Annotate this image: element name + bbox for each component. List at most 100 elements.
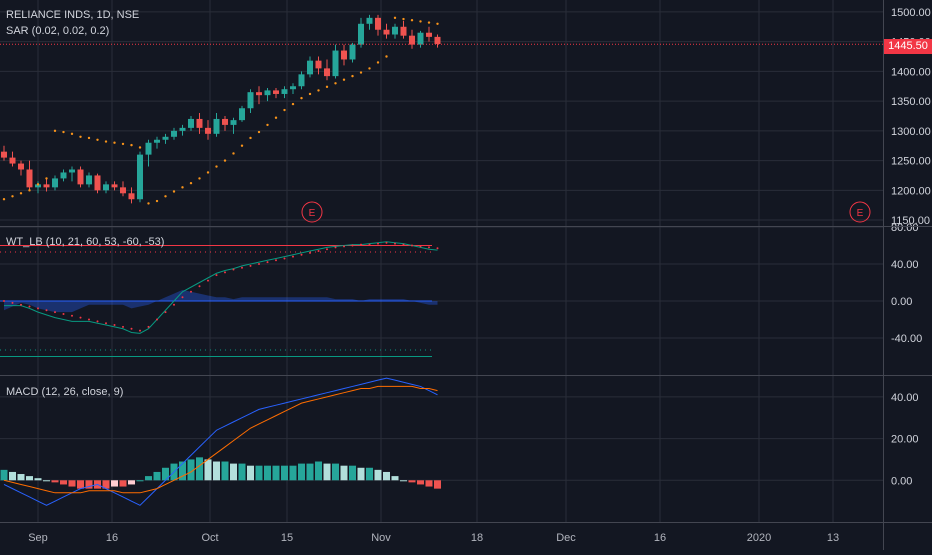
wt2-dot [164,311,167,314]
candle-body [205,127,211,134]
sar-dot [155,199,159,203]
sar-dot [215,165,218,168]
candle-body [137,154,143,200]
candle-body [154,139,160,143]
candle-body [298,74,305,87]
sar-dot [410,19,414,22]
sar-dot [427,21,431,24]
sar-dot [206,171,210,174]
macd-hist-bar [408,480,416,483]
macd-hist-bar [111,480,118,487]
time-tick-label: 13 [827,532,839,544]
wt2-dot [368,243,371,246]
candle-body [171,130,177,137]
macd-hist-bar [43,480,50,482]
wt2-dot [402,243,405,246]
price-tick-label: 1350.00 [891,96,931,108]
candle-body [264,90,271,96]
macd-hist-bar [230,463,237,481]
wt2-dot [232,268,235,271]
wt2-dot [96,320,99,323]
macd-hist-bar [196,457,203,481]
wt2-dot [190,290,192,293]
candle-body [315,60,322,69]
candle-body [18,163,24,170]
candle-body [383,29,390,35]
candle-body [179,127,186,131]
wt2-dot [147,325,150,328]
sar-dot [393,16,397,20]
price-tick-label: 1250.00 [891,156,931,168]
time-tick-label: Sep [28,532,48,544]
wt2-dot [436,247,439,250]
sar-dot [96,138,99,141]
macd-hist-bar [0,469,8,481]
macd-hist-bar [264,465,271,481]
earnings-label: E [857,208,864,219]
candle-body [77,169,84,185]
candle-body [26,169,33,188]
macd-hist-bar [272,465,280,481]
macd-hist-bar [68,480,76,487]
candle-body [417,32,424,45]
candle-body [196,118,203,128]
wt2-dot [283,257,286,260]
sar-dot [257,130,261,134]
sar-dot [28,189,31,192]
macd-hist-bar [391,476,399,481]
macd-hist-bar [85,480,93,489]
candle-body [247,92,254,109]
wt2-dot [343,245,345,248]
candle-body [222,118,228,125]
macd-hist-bar [366,467,373,481]
wt2-dot [249,264,252,267]
sar-dot [36,183,40,186]
candle-body [239,108,245,121]
sar-dot [121,142,125,146]
wt2-dot [122,325,124,328]
sar-dot [138,146,142,149]
macd-tick-label: 20.00 [891,434,919,446]
wt2-dot [11,301,14,304]
time-tick-label: 16 [654,532,666,544]
time-tick-label: Dec [556,532,576,544]
wt2-dot [411,244,413,247]
macd-hist-bar [340,465,348,481]
candle-body [94,175,101,191]
candle-body [290,86,296,90]
wt2-dot [300,253,303,256]
macd-hist-bar [323,463,331,481]
sar-dot [402,17,405,21]
macd-hist-bar [51,480,59,483]
sar-dot [266,123,269,127]
wt2-dot [258,263,260,265]
candle-body [400,26,407,36]
candle-body [358,23,364,45]
sar-dot [223,159,227,162]
wt2-dot [88,318,90,321]
wt2-dot [79,316,82,319]
macd-hist-bar [383,471,390,481]
wt2-dot [28,305,31,308]
sar-dot [436,22,439,25]
signal-line [3,385,438,494]
macd-hist-bar [34,478,42,481]
candle-body [366,17,373,24]
time-tick-label: 16 [106,532,118,544]
candle-body [409,35,415,45]
symbol-title: RELIANCE INDS, 1D, NSE [6,9,140,21]
candle-body [43,184,50,188]
time-tick-label: 2020 [747,532,771,544]
wt2-dot [428,246,430,249]
wt2-dot [45,309,48,312]
sar-dot [147,202,150,205]
wt2-dot [385,241,388,244]
candle-body [86,175,92,185]
wt1-line [4,241,438,334]
wt2-dot [156,318,158,321]
candle-body [341,50,347,60]
candle-body [434,36,441,45]
candle-body [103,184,109,191]
